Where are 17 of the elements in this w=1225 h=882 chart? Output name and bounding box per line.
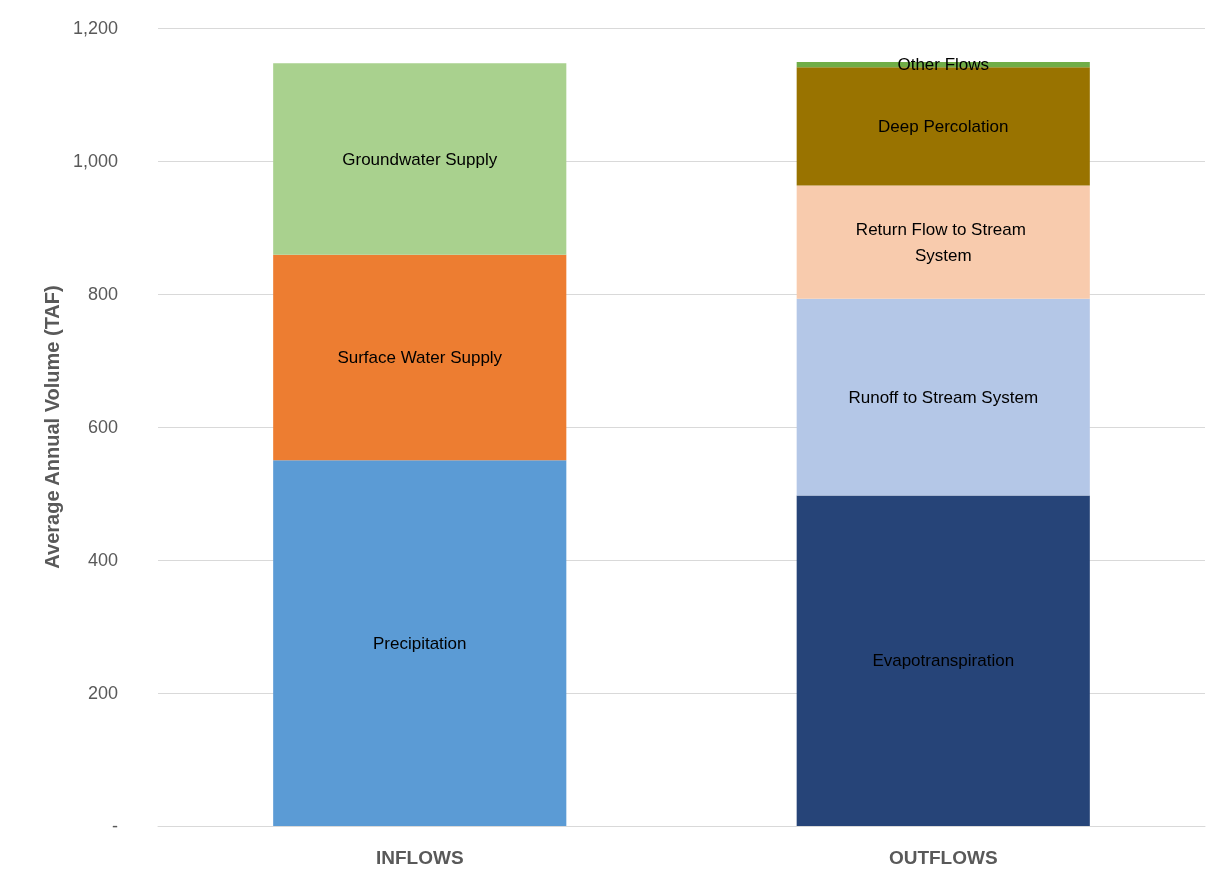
y-tick-label: 200 (87, 683, 118, 703)
series-label: Precipitation (372, 633, 467, 653)
series-label: Groundwater Supply (342, 149, 498, 169)
series-label: Return Flow to Stream System (855, 219, 1031, 265)
y-tick-label: 400 (87, 550, 118, 570)
y-tick-label: 1,000 (72, 151, 118, 171)
y-tick-label: 1,200 (72, 18, 118, 38)
y-tick-label: - (112, 816, 118, 836)
x-tick-label: OUTFLOWS (888, 847, 998, 868)
y-axis-title: Average Annual Volume (TAF) (41, 285, 64, 569)
series-label: Runoff to Stream System (848, 387, 1039, 407)
x-tick-label: INFLOWS (375, 847, 464, 868)
y-tick-label: 600 (87, 417, 118, 437)
y-tick-label: 800 (87, 284, 118, 304)
series-label: Deep Percolation (878, 116, 1009, 136)
series-label: Surface Water Supply (337, 348, 503, 368)
series-label: Evapotranspiration (872, 651, 1015, 671)
